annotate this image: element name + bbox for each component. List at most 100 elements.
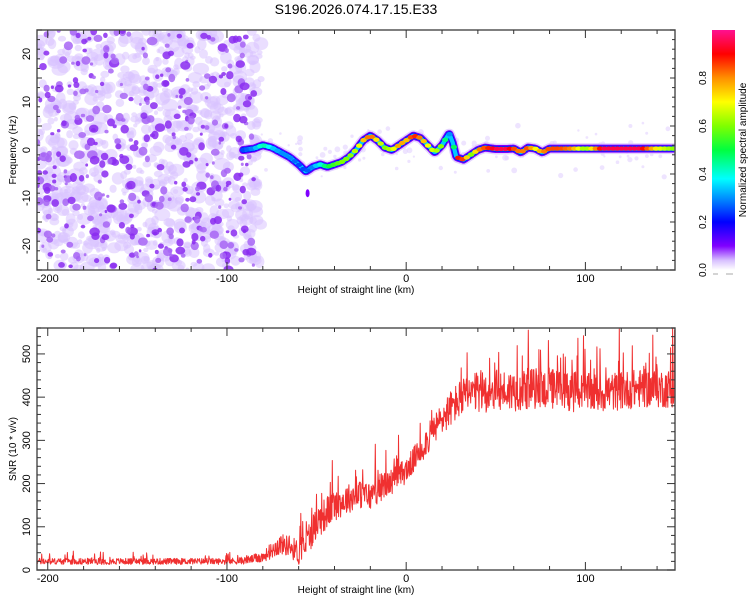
- halo-dot: [502, 154, 509, 161]
- noise-blob: [120, 77, 132, 86]
- noise-blob: [134, 52, 141, 59]
- noise-peak: [114, 138, 121, 145]
- halo-dot: [323, 146, 328, 151]
- halo-dot: [279, 132, 282, 135]
- halo-dot: [599, 165, 605, 171]
- noise-peak: [189, 196, 197, 203]
- noise-peak: [50, 132, 55, 136]
- ridge-core: [446, 132, 453, 137]
- noise-blob: [48, 207, 54, 214]
- noise-peak: [219, 252, 227, 260]
- noise-peak: [43, 50, 50, 56]
- noise-peak: [239, 185, 246, 194]
- noise-blob: [128, 73, 142, 85]
- halo-dot: [627, 157, 633, 163]
- noise-blob: [97, 90, 103, 95]
- noise-peak: [74, 114, 81, 121]
- noise-peak: [167, 33, 171, 37]
- halo-dot: [495, 155, 498, 159]
- ridge-core: [463, 155, 470, 160]
- noise-peak: [68, 264, 73, 269]
- noise-blob: [167, 237, 176, 245]
- noise-peak: [154, 249, 159, 255]
- noise-peak: [64, 223, 69, 229]
- noise-blob: [151, 208, 158, 214]
- noise-blob: [133, 200, 146, 211]
- noise-blob: [189, 147, 198, 154]
- noise-peak: [110, 53, 116, 60]
- noise-blob: [138, 89, 147, 96]
- noise-peak: [220, 169, 228, 178]
- noise-blob: [66, 88, 75, 96]
- noise-peak: [43, 84, 50, 92]
- noise-blob: [100, 76, 106, 83]
- halo-dot: [626, 154, 630, 158]
- noise-blob: [153, 141, 165, 153]
- halo-dot: [645, 131, 649, 135]
- noise-blob: [152, 81, 158, 88]
- noise-peak: [239, 41, 246, 48]
- noise-peak: [125, 226, 131, 234]
- ridge-core: [510, 146, 518, 151]
- halo-dot: [603, 155, 606, 158]
- halo-dot: [661, 174, 667, 180]
- noise-peak: [205, 172, 210, 178]
- noise-blob: [97, 262, 107, 270]
- noise-peak: [87, 36, 92, 41]
- noise-blob: [54, 206, 61, 212]
- noise-peak: [199, 85, 206, 91]
- noise-peak: [167, 248, 173, 254]
- noise-peak: [160, 186, 168, 195]
- ridge-core: [356, 143, 363, 148]
- noise-peak: [218, 74, 224, 79]
- noise-peak: [239, 52, 245, 59]
- noise-peak: [143, 134, 150, 143]
- halo-dot: [315, 156, 319, 160]
- bottom-ytick-label-4: 400: [21, 388, 33, 406]
- noise-blob: [90, 172, 97, 177]
- noise-blob: [230, 255, 241, 266]
- noise-peak: [225, 184, 229, 188]
- noise-peak: [50, 85, 55, 89]
- noise-peak: [144, 155, 150, 163]
- noise-peak: [175, 94, 179, 98]
- noise-peak: [82, 205, 87, 210]
- halo-dot: [453, 170, 457, 174]
- noise-blob: [230, 191, 243, 202]
- halo-dot: [350, 134, 354, 138]
- noise-peak: [92, 105, 101, 115]
- top-ytick-label-4: 20: [21, 48, 33, 60]
- noise-peak: [247, 237, 256, 246]
- ridge-core: [295, 162, 303, 167]
- ridge-core: [278, 150, 285, 156]
- noise-peak: [43, 199, 50, 206]
- ridge-core: [282, 153, 290, 158]
- noise-peak: [107, 158, 113, 165]
- bottom-y-axis-label: SNR (10 * v/v): [8, 417, 19, 481]
- halo-dot: [594, 132, 598, 136]
- noise-peak: [38, 97, 43, 103]
- ridge-core: [373, 137, 380, 142]
- noise-peak: [224, 257, 231, 265]
- noise-peak: [179, 227, 185, 234]
- noise-peak: [245, 162, 249, 167]
- noise-peak: [40, 152, 46, 158]
- noise-peak: [193, 215, 201, 224]
- ridge-core: [399, 140, 406, 146]
- noise-peak: [226, 71, 234, 80]
- noise-blob: [253, 37, 269, 51]
- halo-dot: [412, 155, 415, 158]
- noise-blob: [77, 239, 83, 245]
- noise-peak: [125, 163, 133, 170]
- noise-blob: [49, 217, 60, 226]
- noise-peak: [119, 92, 128, 100]
- noise-peak: [173, 113, 181, 120]
- noise-peak: [155, 74, 160, 79]
- halo-dot: [645, 154, 649, 159]
- noise-blob: [189, 55, 196, 60]
- noise-blob: [130, 263, 145, 270]
- noise-peak: [54, 84, 64, 93]
- noise-blob: [162, 58, 169, 65]
- ridge-core: [377, 141, 384, 146]
- noise-blob: [37, 186, 45, 197]
